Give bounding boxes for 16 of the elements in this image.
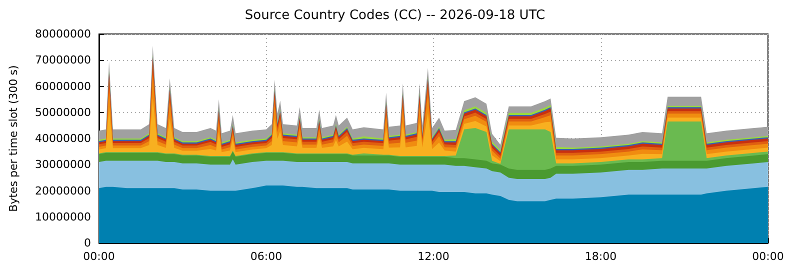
x-tick-label: 00:00 — [752, 250, 784, 263]
x-tick-label: 06:00 — [250, 250, 282, 263]
y-axis-title: Bytes per time slot (300 s) — [7, 65, 20, 212]
y-tick-label: 70000000 — [35, 54, 91, 67]
y-tick-label: 10000000 — [35, 210, 91, 224]
y-tick-label: 50000000 — [35, 106, 91, 119]
y-tick-label: 0 — [84, 236, 91, 250]
y-tick-label: 30000000 — [35, 158, 91, 172]
y-tick-label: 60000000 — [35, 80, 91, 93]
y-tick-label: 40000000 — [35, 132, 91, 145]
x-tick-label: 00:00 — [83, 250, 115, 263]
x-tick-label: 18:00 — [584, 250, 617, 263]
y-tick-label: 80000000 — [35, 28, 91, 40]
chart-title: Source Country Codes (CC) -- 2026-09-18 UTC — [244, 8, 546, 23]
x-tick-label: 12:00 — [418, 250, 450, 263]
y-tick-label: 20000000 — [35, 184, 91, 198]
